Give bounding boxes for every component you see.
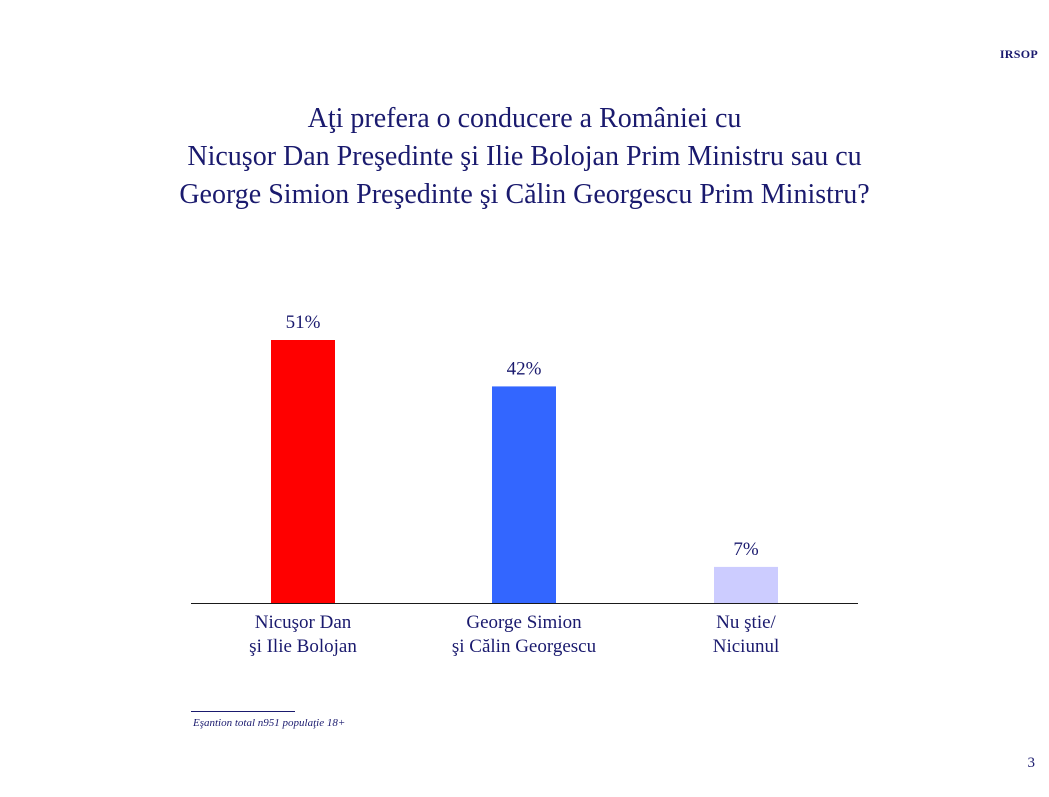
page-number: 3	[1027, 755, 1036, 771]
brand-label: IRSOP	[999, 47, 1038, 61]
category-label-1-line-2: şi Ilie Bolojan	[249, 636, 357, 657]
bar-1	[271, 340, 335, 603]
title-line-3: George Simion Preşedinte şi Călin George…	[179, 179, 870, 210]
category-label-3-line-1: Nu ştie/	[716, 612, 776, 633]
title-line-1: Aţi prefera o conducere a României cu	[307, 103, 742, 134]
category-label-2-line-2: şi Călin Georgescu	[452, 636, 597, 657]
value-label-3: 7%	[733, 539, 759, 560]
title-line-2: Nicuşor Dan Preşedinte şi Ilie Bolojan P…	[187, 141, 862, 172]
bar-3	[714, 566, 778, 603]
category-label-1-line-1: Nicuşor Dan	[255, 612, 352, 633]
bar-2	[492, 386, 556, 603]
chart-title: Aţi prefera o conducere a României cu Ni…	[0, 100, 1049, 214]
value-label-2: 42%	[507, 358, 542, 379]
value-label-1: 51%	[286, 312, 321, 333]
category-label-2-line-1: George Simion	[466, 612, 582, 633]
footnote-divider	[191, 711, 295, 712]
footnote: Eşantion total n951 populaţie 18+	[193, 717, 346, 729]
category-label-3-line-2: Niciunul	[713, 636, 780, 657]
